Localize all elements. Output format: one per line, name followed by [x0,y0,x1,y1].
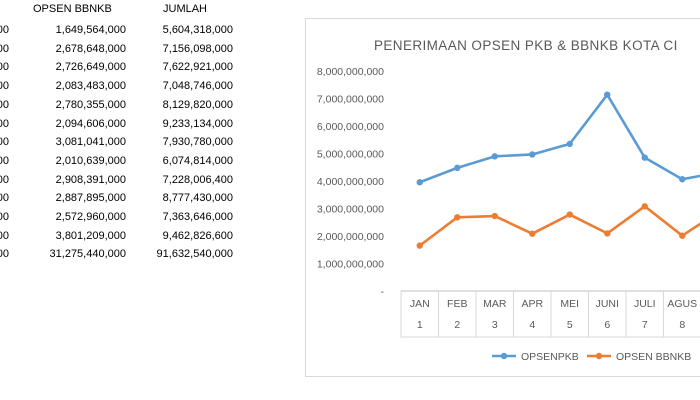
y-tick-label: 2,000,000,000 [317,231,384,243]
legend-marker [500,352,508,360]
cell-lead: 00 [0,24,9,36]
x-tick-number: 8 [679,319,685,331]
data-point [604,91,611,98]
data-point [529,151,536,158]
data-point [641,154,648,161]
cell-opsen-bbnkb: 2,094,606,000 [55,117,126,130]
y-tick-label: 3,000,000,000 [317,204,384,216]
spreadsheet-table: OPSEN BBNKB JUMLAH 00 1,649,564,000 5,604,… [0,0,300,400]
cell-jumlah: 91,632,540,000 [156,248,233,261]
x-tick-label: JUNI [596,298,619,310]
cell-jumlah: 7,156,098,000 [162,42,233,55]
x-tick-label: JULI [634,298,656,310]
x-tick-label: FEB [447,298,467,310]
cell-jumlah: 6,074,814,000 [162,154,233,167]
cell-lead: 00 [0,173,9,186]
series-lines [416,91,700,249]
cell-opsen-bbnkb: 2,726,649,000 [55,61,126,74]
cell-jumlah: 7,228,006,400 [162,173,233,186]
cell-opsen-bbnkb: 2,083,483,000 [55,80,126,93]
cell-opsen-bbnkb: 3,801,209,000 [55,229,126,242]
cell-lead: 00 [0,154,9,167]
x-tick-number: 4 [529,319,535,331]
y-axis-ticks: - 1,000,000,000 2,000,000,000 3,000,000,000… [317,66,385,298]
y-tick-label: 4,000,000,000 [317,176,384,188]
x-tick-number: 5 [567,319,573,331]
cell-jumlah: 8,777,430,000 [162,192,233,205]
data-point [491,153,498,160]
cell-lead: 00 [0,211,9,223]
cell-lead: 00 [0,80,9,93]
cell-jumlah: 7,363,646,000 [162,211,233,223]
cell-lead: 00 [0,192,9,205]
chart-container[interactable]: PENERIMAAN OPSEN PKB & BBNKB KOTA CI - 1,… [305,18,700,377]
cell-jumlah: 7,622,921,000 [162,61,233,74]
header-opsen-bbnkb: OPSEN BBNKB [33,3,112,15]
data-point [416,179,423,186]
cell-lead: 00 [0,229,9,242]
cell-opsen-bbnkb: 2,678,648,000 [55,42,126,55]
cell-opsen-bbnkb: 2,887,895,000 [55,192,126,205]
cell-jumlah: 9,462,826,600 [162,229,233,242]
x-tick-number: 1 [417,319,423,331]
data-point [454,214,461,221]
series-line [419,93,700,184]
cell-opsen-bbnkb: 2,010,639,000 [55,154,126,167]
line-chart: PENERIMAAN OPSEN PKB & BBNKB KOTA CI - 1,… [317,38,700,363]
data-point [454,164,461,172]
y-tick-label: 5,000,000,000 [317,149,384,161]
x-tick-number: 2 [454,319,460,331]
series-line [418,204,700,247]
x-tick-number: 3 [492,319,498,331]
cell-opsen-bbnkb: 2,780,355,000 [55,98,126,111]
cell-jumlah: 7,048,746,000 [162,80,233,93]
cell-lead: 00 [0,98,9,111]
data-point [566,140,573,148]
cell-lead: 00 [0,61,9,74]
y-tick-label: 7,000,000,000 [317,94,384,106]
legend-label: OPSEN BBNKB [616,351,691,363]
x-tick-label: MAR [483,298,507,310]
cell-opsen-bbnkb: 2,572,960,000 [55,211,126,223]
cell-jumlah: 5,604,318,000 [162,24,233,36]
y-tick-label: 6,000,000,000 [317,121,384,133]
x-tick-number: 6 [604,319,610,331]
data-point [641,203,648,210]
cell-jumlah: 7,930,780,000 [162,136,233,149]
cell-lead: 00 [0,42,9,55]
cell-opsen-bbnkb: 3,081,041,000 [55,136,126,149]
legend: OPSENPKB OPSEN BBNKB [492,351,691,363]
header-jumlah: JUMLAH [163,3,208,15]
data-point [416,242,423,249]
cell-lead: 00 [0,136,9,149]
cell-jumlah: 9,233,134,000 [162,117,233,130]
cell-opsen-bbnkb: 31,275,440,000 [49,248,126,261]
cell-lead: 00 [0,248,9,261]
chart-title: PENERIMAAN OPSEN PKB & BBNKB KOTA CI [374,38,678,53]
cell-opsen-bbnkb: 1,649,564,000 [55,24,126,36]
cell-lead: 00 [0,117,9,130]
x-tick-label: MEI [560,298,579,310]
data-point [566,211,573,218]
cell-opsen-bbnkb: 2,908,391,000 [55,173,126,186]
legend-label: OPSENPKB [521,351,579,363]
x-tick-label: APR [521,298,543,310]
x-tick-label: AGUS [667,298,697,310]
y-tick-label: 8,000,000,000 [317,66,384,78]
x-tick-label: JAN [410,298,430,310]
data-point [679,176,686,183]
x-axis: JAN 1 FEB 2 MAR 3 APR 4 MEI 5 JUNI 6 JULI 7 AGUS 8 [400,290,700,338]
x-tick-number: 7 [642,319,648,331]
legend-marker [595,352,603,360]
y-tick-label: - [381,286,385,298]
cell-jumlah: 8,129,820,000 [162,98,233,111]
y-tick-label: 1,000,000,000 [317,259,384,271]
data-point [491,212,498,220]
data-point [679,232,686,239]
data-point [604,230,611,237]
data-point [529,230,536,237]
